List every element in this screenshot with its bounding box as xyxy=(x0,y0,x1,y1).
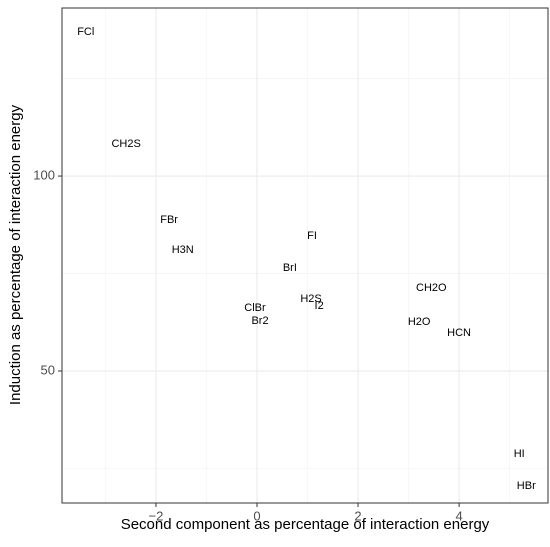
point-label: CH2O xyxy=(416,282,447,294)
x-tick-label: 2 xyxy=(354,508,361,523)
panel-border xyxy=(61,7,549,504)
point-label: Br2 xyxy=(251,315,268,327)
x-axis-label: Second component as percentage of intera… xyxy=(121,516,490,533)
point-label: FCl xyxy=(77,26,94,38)
point-label: BrI xyxy=(283,262,297,274)
point-label: H3N xyxy=(172,244,194,256)
point-label: CH2S xyxy=(111,138,140,150)
y-axis-label: Induction as percentage of interaction e… xyxy=(7,104,24,405)
point-label: HI xyxy=(514,448,525,460)
x-tick-label: 4 xyxy=(455,508,462,523)
point-label: FI xyxy=(307,230,317,242)
point-label: HBr xyxy=(517,480,536,492)
point-label: I2 xyxy=(315,300,324,312)
point-label: HCN xyxy=(447,327,471,339)
x-tick-label: −2 xyxy=(149,508,164,523)
point-label: H2O xyxy=(408,316,431,328)
point-label: H2S xyxy=(300,293,321,305)
y-tick-label: 50 xyxy=(41,362,55,377)
y-tick-label: 100 xyxy=(33,167,55,182)
point-label: FBr xyxy=(160,214,178,226)
point-label: ClBr xyxy=(244,302,266,314)
x-tick-label: 0 xyxy=(253,508,260,523)
